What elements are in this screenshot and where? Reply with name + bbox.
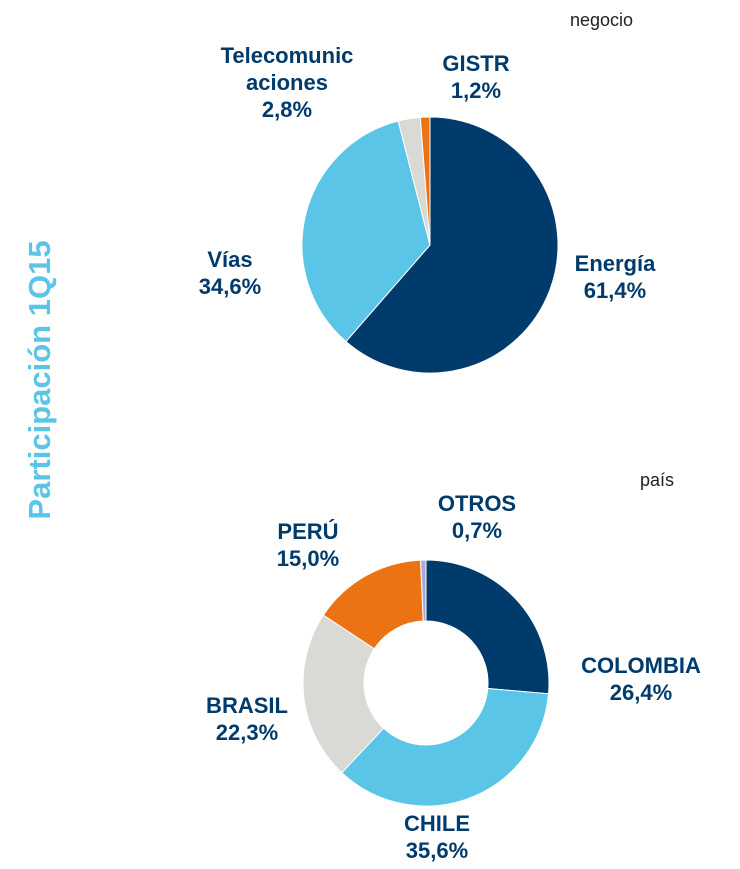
slice-label: GISTR 1,2% [442,50,509,104]
slice-label: Telecomunicaciones 2,8% [220,42,355,123]
slice-label: Energía 61,4% [575,250,656,304]
chart-title: negocio [570,10,634,30]
slice-label: CHILE 35,6% [404,810,470,864]
value-label: 34,6% [198,274,262,299]
category-label: CHILE [404,811,470,836]
slice [419,116,431,246]
category-label: Telecomunicaciones [220,43,354,95]
slice-label: Vías 34,6% [199,246,261,300]
category-label: BRASIL [206,693,288,718]
slice [341,687,550,807]
slice-label: COLOMBIA 26,4% [581,652,701,706]
value-label: 35,6% [405,838,469,863]
chart-title: país [640,470,675,490]
value-label: 1,2% [450,78,502,103]
value-label: 2,8% [261,97,313,122]
value-label: 15,0% [276,546,340,571]
slice [345,116,559,374]
category-label: GISTR [442,51,510,76]
category-label: PERÚ [277,519,339,544]
value-label: 0,7% [451,518,503,543]
category-label: COLOMBIA [581,653,701,678]
value-label: 26,4% [609,680,673,705]
slice-label: PERÚ 15,0% [277,518,339,572]
side-title: Participación 1Q15 [22,240,57,520]
category-label: Energía [574,251,656,276]
slice [425,559,550,695]
slice-label: BRASIL 22,3% [206,692,288,746]
category-label: OTROS [437,491,517,516]
value-label: 22,3% [215,720,279,745]
slice [302,614,385,774]
category-label: Vías [207,247,253,272]
slice-label: OTROS 0,7% [438,490,516,544]
value-label: 61,4% [583,278,647,303]
slice [420,559,427,622]
slice [301,120,431,343]
